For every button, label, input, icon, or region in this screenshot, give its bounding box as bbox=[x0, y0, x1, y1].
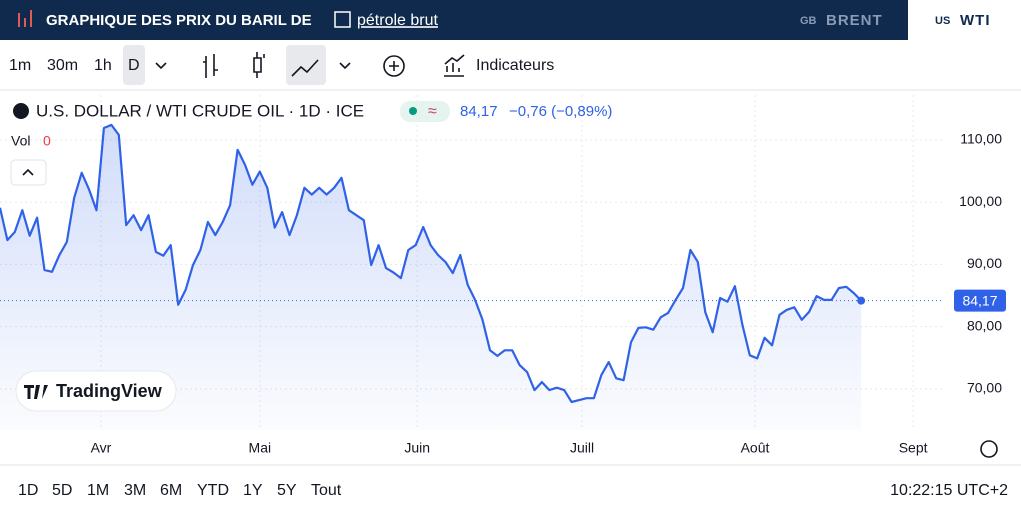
tab-flag[interactable]: US bbox=[935, 15, 950, 27]
range[interactable]: 5D bbox=[52, 482, 72, 499]
range[interactable]: 3M bbox=[124, 482, 146, 499]
tab-name[interactable]: WTI bbox=[960, 12, 991, 29]
area-icon[interactable] bbox=[291, 59, 319, 77]
symbol-icon bbox=[13, 103, 29, 119]
y-tick-label: 80,00 bbox=[967, 317, 1002, 333]
y-tick-label: 100,00 bbox=[959, 193, 1002, 209]
price-tag-label: 84,17 bbox=[962, 292, 997, 308]
clock: 10:22:15 UTC+2 bbox=[890, 482, 1008, 499]
y-tick-label: 90,00 bbox=[967, 255, 1002, 271]
watermark-logo bbox=[24, 385, 48, 399]
interval[interactable]: 30m bbox=[47, 57, 78, 74]
range[interactable]: 1M bbox=[87, 482, 109, 499]
volume-value: 0 bbox=[43, 133, 51, 149]
range[interactable]: 6M bbox=[160, 482, 182, 499]
x-tick-label: Avr bbox=[91, 440, 112, 456]
header-title: GRAPHIQUE DES PRIX DU BARIL DE bbox=[46, 12, 312, 29]
indicators[interactable]: Indicateurs bbox=[476, 57, 554, 74]
change: −0,76 (−0,89%) bbox=[509, 103, 612, 120]
range[interactable]: Tout bbox=[311, 482, 342, 499]
last-point bbox=[857, 296, 866, 305]
interval[interactable]: 1m bbox=[9, 57, 31, 74]
price-tag bbox=[954, 289, 1006, 312]
chevron[interactable] bbox=[339, 62, 351, 70]
interval[interactable]: 1h bbox=[94, 57, 112, 74]
range[interactable]: 1Y bbox=[243, 482, 263, 499]
plus-icon bbox=[389, 61, 399, 71]
y-tick-label: 70,00 bbox=[967, 380, 1002, 396]
collapse-button[interactable] bbox=[10, 159, 47, 186]
interval[interactable]: D bbox=[128, 57, 140, 74]
header-bar bbox=[0, 0, 1021, 40]
tab-flag[interactable]: GB bbox=[800, 15, 817, 27]
range[interactable]: 5Y bbox=[277, 482, 297, 499]
x-tick-label: Sept bbox=[899, 440, 928, 456]
bar-icon[interactable] bbox=[203, 54, 218, 78]
x-tick-label: Juill bbox=[570, 440, 594, 456]
active-tab[interactable] bbox=[908, 0, 1021, 40]
tab-name[interactable]: BRENT bbox=[826, 12, 883, 29]
price-line bbox=[0, 123, 862, 404]
watermark: TradingView bbox=[56, 381, 163, 401]
range[interactable]: YTD bbox=[197, 482, 229, 499]
chevron[interactable] bbox=[155, 62, 167, 70]
status-icon: ≈ bbox=[428, 103, 437, 120]
area bbox=[0, 124, 862, 431]
x-tick-label: Mai bbox=[249, 440, 272, 456]
status-dot bbox=[409, 107, 417, 115]
x-tick-label: Juin bbox=[404, 440, 430, 456]
compare-icon[interactable] bbox=[383, 55, 405, 77]
status-badge bbox=[400, 101, 450, 122]
last-price: 84,17 bbox=[460, 103, 498, 120]
y-tick-label: 110,00 bbox=[960, 131, 1002, 147]
x-tick-label: Août bbox=[741, 440, 770, 456]
watermark-box bbox=[15, 370, 177, 412]
candle-icon[interactable] bbox=[253, 52, 265, 78]
logo-icon bbox=[18, 10, 32, 27]
chart-title: U.S. DOLLAR / WTI CRUDE OIL · 1D · ICE bbox=[36, 101, 364, 120]
volume-name: Vol bbox=[11, 133, 30, 149]
active-interval bbox=[123, 45, 145, 85]
range[interactable]: 1D bbox=[18, 482, 38, 499]
active-style bbox=[286, 45, 326, 85]
indicators-icon[interactable] bbox=[444, 54, 465, 77]
header-link[interactable]: pétrole brut bbox=[357, 12, 438, 29]
settings-icon[interactable] bbox=[980, 440, 998, 458]
link-icon bbox=[334, 11, 351, 28]
chevron-up bbox=[22, 168, 34, 176]
